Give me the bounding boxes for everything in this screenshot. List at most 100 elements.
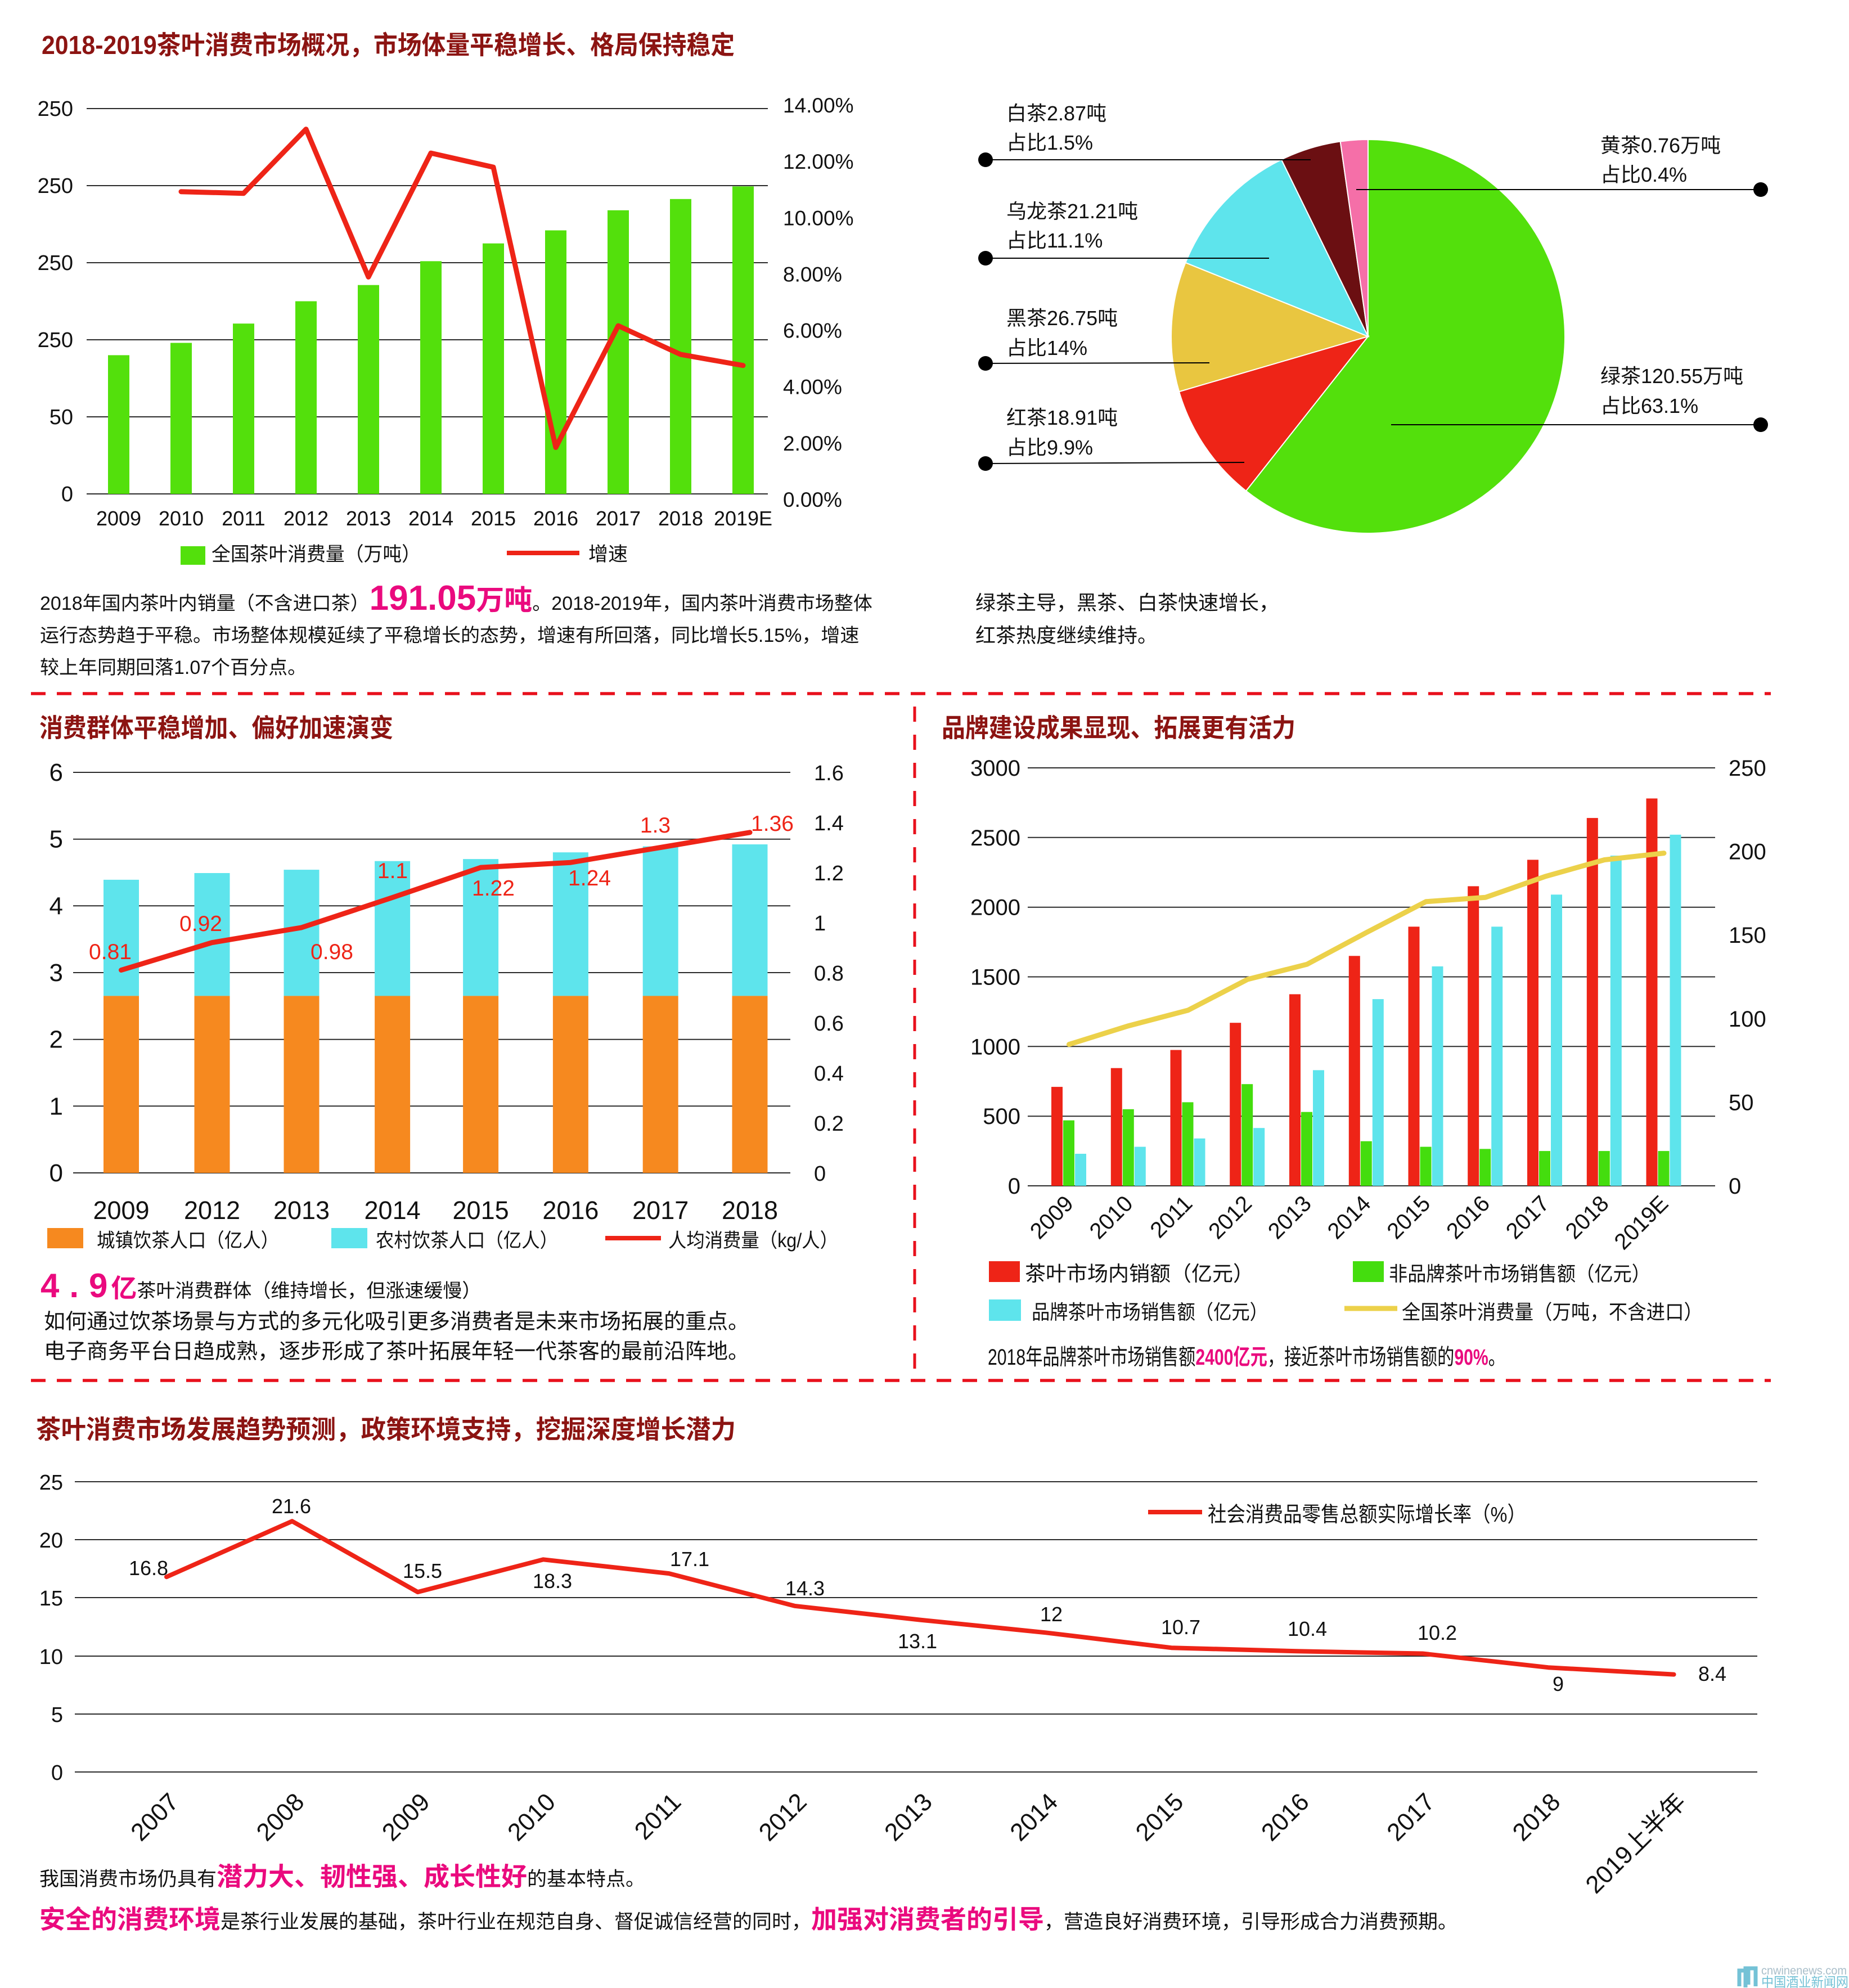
svg-text:红茶热度继续维持。: 红茶热度继续维持。 (975, 624, 1158, 647)
svg-text:人均消费量（kg/人）: 人均消费量（kg/人） (668, 1230, 838, 1252)
svg-text:21.6: 21.6 (272, 1495, 311, 1518)
svg-text:1000: 1000 (970, 1035, 1020, 1059)
svg-text:0.2: 0.2 (814, 1112, 844, 1136)
svg-text:品牌建设成果显现、拓展更有活力: 品牌建设成果显现、拓展更有活力 (942, 713, 1295, 743)
svg-text:4: 4 (50, 892, 63, 920)
svg-text:16.8: 16.8 (129, 1557, 168, 1580)
svg-text:13.1: 13.1 (898, 1630, 937, 1653)
svg-text:2000: 2000 (970, 896, 1020, 920)
svg-text:黄茶0.76万吨: 黄茶0.76万吨 (1600, 134, 1721, 157)
svg-text:茶叶消费市场发展趋势预测，政策环境支持，挖掘深度增长潜力: 茶叶消费市场发展趋势预测，政策环境支持，挖掘深度增长潜力 (36, 1415, 736, 1444)
svg-text:电子商务平台日趋成熟，逐步形成了茶叶拓展年轻一代茶客的最前沿: 电子商务平台日趋成熟，逐步形成了茶叶拓展年轻一代茶客的最前沿阵地。 (44, 1340, 749, 1364)
svg-text:2012: 2012 (184, 1196, 240, 1225)
svg-text:社会消费品零售总额实际增长率（%）: 社会消费品零售总额实际增长率（%） (1208, 1503, 1526, 1527)
svg-text:1.1: 1.1 (377, 859, 408, 883)
svg-text:2012: 2012 (284, 507, 329, 530)
svg-text:2018年国内茶叶内销量（不含进口茶）191.05万吨。20: 2018年国内茶叶内销量（不含进口茶）191.05万吨。2018-2019年，国… (40, 579, 872, 618)
svg-text:黑茶26.75吨: 黑茶26.75吨 (1006, 307, 1118, 330)
svg-text:2018: 2018 (658, 507, 703, 530)
svg-text:12.00%: 12.00% (783, 150, 854, 173)
svg-text:较上年同期回落1.07个百分点。: 较上年同期回落1.07个百分点。 (40, 657, 307, 678)
svg-text:2013: 2013 (273, 1196, 330, 1225)
svg-text:14.3: 14.3 (785, 1577, 825, 1600)
svg-text:0: 0 (1729, 1174, 1741, 1199)
svg-text:1: 1 (50, 1092, 63, 1120)
svg-text:8.00%: 8.00% (783, 263, 842, 286)
svg-text:2012: 2012 (1204, 1191, 1257, 1244)
svg-text:占比9.9%: 占比9.9% (1006, 436, 1093, 459)
svg-text:0: 0 (51, 1761, 63, 1785)
svg-text:2016: 2016 (1256, 1788, 1315, 1846)
svg-text:0: 0 (1008, 1174, 1020, 1199)
svg-text:白茶2.87吨: 白茶2.87吨 (1006, 102, 1106, 125)
svg-text:10.00%: 10.00% (783, 206, 854, 230)
svg-text:2018: 2018 (722, 1196, 778, 1225)
svg-text:2015: 2015 (453, 1196, 509, 1225)
svg-text:1.36: 1.36 (751, 812, 794, 836)
svg-text:占比1.5%: 占比1.5% (1006, 131, 1093, 154)
svg-text:0.98: 0.98 (311, 940, 353, 964)
svg-text:2009: 2009 (377, 1788, 435, 1846)
svg-text:如何通过饮茶场景与方式的多元化吸引更多消费者是未来市场拓展的: 如何通过饮茶场景与方式的多元化吸引更多消费者是未来市场拓展的重点。 (44, 1310, 749, 1334)
svg-text:0.8: 0.8 (814, 962, 844, 986)
svg-text:14.00%: 14.00% (783, 94, 854, 117)
svg-text:10: 10 (39, 1645, 63, 1669)
svg-text:15: 15 (39, 1587, 63, 1611)
svg-text:250: 250 (38, 97, 73, 121)
svg-text:2009: 2009 (96, 507, 141, 530)
svg-text:50: 50 (50, 406, 73, 429)
svg-text:2009: 2009 (93, 1196, 149, 1225)
svg-text:2010: 2010 (502, 1788, 561, 1846)
svg-text:中国酒业新闻网: 中国酒业新闻网 (1761, 1975, 1848, 1988)
svg-text:250: 250 (38, 329, 73, 352)
svg-text:6.00%: 6.00% (783, 320, 842, 343)
svg-text:12: 12 (1040, 1603, 1063, 1626)
svg-text:2011: 2011 (222, 507, 265, 530)
svg-text:2011: 2011 (1145, 1191, 1197, 1243)
svg-text:品牌茶叶市场销售额（亿元）: 品牌茶叶市场销售额（亿元） (1032, 1301, 1268, 1324)
svg-text:1.2: 1.2 (814, 862, 844, 885)
svg-text:17.1: 17.1 (670, 1548, 709, 1571)
svg-text:1.6: 1.6 (814, 762, 844, 785)
svg-text:2015: 2015 (471, 507, 516, 530)
svg-text:0.81: 0.81 (89, 940, 132, 964)
svg-text:1.4: 1.4 (814, 812, 844, 835)
svg-text:安全的消费环境是茶行业发展的基础，茶叶行业在规范自身、督促诚: 安全的消费环境是茶行业发展的基础，茶叶行业在规范自身、督促诚信经营的同时，加强对… (39, 1905, 1457, 1934)
svg-text:绿茶主导，黑茶、白茶快速增长，: 绿茶主导，黑茶、白茶快速增长， (975, 591, 1279, 614)
svg-text:占比0.4%: 占比0.4% (1600, 163, 1687, 186)
svg-text:2018年品牌茶叶市场销售额2400亿元，接近茶叶市场销售额: 2018年品牌茶叶市场销售额2400亿元，接近茶叶市场销售额的90%。 (988, 1345, 1505, 1370)
svg-text:占比14%: 占比14% (1006, 336, 1087, 359)
svg-text:非品牌茶叶市场销售额（亿元）: 非品牌茶叶市场销售额（亿元） (1389, 1262, 1650, 1285)
svg-text:占比11.1%: 占比11.1% (1006, 229, 1103, 252)
svg-text:25: 25 (39, 1471, 63, 1495)
svg-text:10.4: 10.4 (1288, 1617, 1327, 1640)
svg-text:农村饮茶人口（亿人）: 农村饮茶人口（亿人） (376, 1230, 558, 1252)
svg-text:0.4: 0.4 (814, 1062, 844, 1086)
svg-text:2: 2 (50, 1026, 63, 1054)
svg-text:全国茶叶消费量（万吨）: 全国茶叶消费量（万吨） (212, 543, 421, 565)
svg-text:2014: 2014 (1323, 1191, 1376, 1244)
svg-text:2015: 2015 (1131, 1788, 1189, 1846)
svg-text:增速: 增速 (588, 543, 628, 565)
svg-text:1500: 1500 (970, 965, 1020, 990)
svg-text:6: 6 (50, 759, 63, 786)
svg-text:4.00%: 4.00% (783, 376, 842, 399)
svg-text:2017: 2017 (1501, 1191, 1554, 1244)
svg-text:100: 100 (1729, 1007, 1766, 1032)
svg-text:50: 50 (1729, 1090, 1754, 1115)
svg-text:15.5: 15.5 (403, 1559, 442, 1582)
svg-text:2019上半年: 2019上半年 (1580, 1788, 1691, 1899)
svg-text:2500: 2500 (970, 826, 1020, 851)
svg-text:1.3: 1.3 (640, 813, 671, 838)
svg-text:10.2: 10.2 (1418, 1621, 1457, 1644)
svg-text:我国消费市场仍具有潜力大、韧性强、成长性好的基本特点。: 我国消费市场仍具有潜力大、韧性强、成长性好的基本特点。 (39, 1862, 645, 1891)
svg-text:2018-2019茶叶消费市场概况，市场体量平稳增长、格局保: 2018-2019茶叶消费市场概况，市场体量平稳增长、格局保持稳定 (42, 30, 735, 60)
svg-text:2015: 2015 (1382, 1191, 1435, 1244)
svg-text:500: 500 (983, 1104, 1020, 1129)
svg-text:茶叶市场内销额（亿元）: 茶叶市场内销额（亿元） (1025, 1262, 1254, 1285)
svg-text:1.22: 1.22 (472, 876, 515, 901)
svg-text:0.92: 0.92 (179, 912, 222, 936)
svg-text:2017: 2017 (1382, 1788, 1440, 1846)
svg-text:5: 5 (51, 1703, 63, 1727)
svg-text:2014: 2014 (408, 507, 453, 530)
